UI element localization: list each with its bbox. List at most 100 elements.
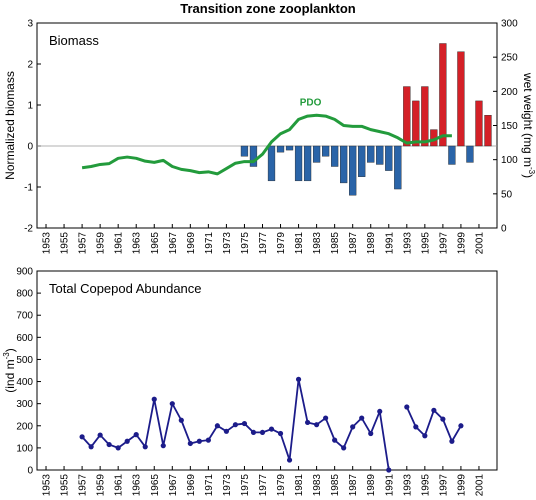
bar [267,145,276,182]
series-label: PDO [300,97,322,108]
marker [277,430,284,437]
marker [97,432,103,438]
marker [106,441,112,448]
marker [214,423,220,429]
y2-tick-label: 50 [501,189,513,200]
y-tick-label: 3 [27,19,33,30]
x-tick-label: 2001 [474,232,485,255]
marker [259,429,266,436]
marker [187,440,193,447]
plot-frame [36,270,498,471]
x-tick-label: 1997 [438,474,449,497]
x-tick-label: 1987 [348,474,359,497]
x-tick-label: 1993 [402,474,413,497]
marker [368,430,374,437]
bar [349,145,357,196]
y-tick-label: 800 [16,289,33,300]
bar [385,145,393,171]
marker [223,428,230,434]
y-tick-label: 0 [27,142,33,153]
x-tick-label: 1981 [294,232,305,255]
bar [303,145,312,182]
bar [240,145,249,157]
marker [431,407,437,413]
axis-label-text: wet weight (mg m [521,72,535,167]
marker [79,434,85,440]
line [81,113,452,176]
x-tick-label: 1983 [312,232,323,255]
bar [285,145,294,151]
marker [332,437,338,443]
marker [314,422,320,428]
x-tick-label: 1953 [42,232,53,255]
marker [440,416,446,422]
marker [304,419,311,426]
x-tick-label: 1977 [258,474,269,497]
axis-label-end: ) [3,348,17,352]
bar [358,145,366,177]
marker [205,437,211,443]
bar [331,145,339,167]
x-tick-label: 1975 [240,474,251,497]
x-tick-label: 1989 [366,474,377,497]
bar [249,145,258,167]
marker [404,404,410,410]
x-tick-label: 1959 [96,232,107,255]
x-tick-label: 1977 [258,232,269,255]
axis-label-sup: -3 [527,167,536,175]
y-tick-label: 600 [16,333,33,344]
x-tick-label: 1987 [348,232,359,255]
marker [458,423,464,429]
bar [448,145,456,165]
y-tick-label: 100 [16,443,33,454]
marker [250,429,257,436]
x-tick-label: 1993 [402,232,413,255]
y2-tick-label: 250 [501,53,518,64]
marker [341,445,347,451]
marker [359,415,365,421]
x-tick-label: 1961 [114,232,125,255]
marker [133,432,139,438]
x-tick-label: 1995 [420,474,431,497]
x-tick-label: 1991 [384,474,395,497]
bar [439,43,447,147]
bar [312,145,321,163]
y-tick-label: -1 [24,183,33,194]
marker [151,396,157,402]
bar [376,145,384,165]
panel-label: Total Copepod Abundance [49,281,202,296]
x-tick-label: 1983 [312,474,323,497]
marker [88,444,94,450]
x-tick-label: 1963 [132,474,143,497]
x-tick-label: 1999 [456,232,467,255]
y2-tick-label: 150 [501,121,518,132]
marker [232,422,239,428]
x-tick-label: 1965 [150,232,161,255]
x-tick-label: 1955 [60,232,71,255]
marker [413,424,419,430]
marker [115,445,121,451]
chart-title: Transition zone zooplankton [180,1,356,16]
x-tick-label: 1973 [222,474,233,497]
y-tick-label: 400 [16,377,33,388]
x-tick-label: 1973 [222,232,233,255]
x-tick-label: 1979 [276,232,287,255]
marker [169,401,175,407]
y-tick-label: 500 [16,355,33,366]
x-tick-label: 1981 [294,474,305,497]
y-tick-label: 2 [27,60,33,71]
marker [449,438,455,444]
axis-label: (ind m-3) [2,348,17,392]
y-tick-label: 700 [16,311,33,322]
marker [377,408,383,415]
y-tick-label: 0 [27,466,33,477]
x-tick-label: 1953 [42,474,53,497]
y2-tick-label: 0 [501,224,507,235]
y2-tick-label: 200 [501,87,518,98]
marker [196,438,202,444]
y-tick-label: -2 [24,224,33,235]
x-tick-label: 1999 [456,474,467,497]
x-tick-label: 2001 [474,474,485,497]
axis-label-text: (ind m [3,359,17,392]
